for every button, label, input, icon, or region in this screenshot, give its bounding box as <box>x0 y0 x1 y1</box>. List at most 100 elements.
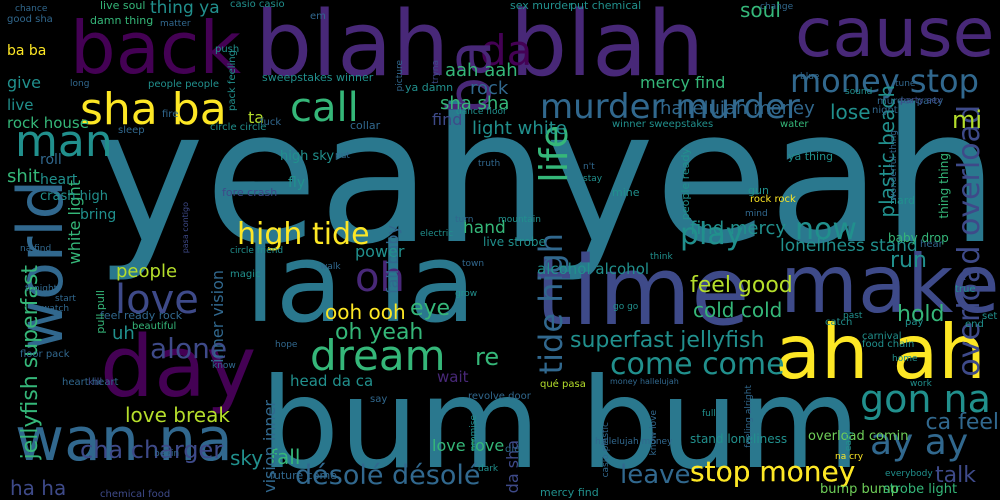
word-walk: walk <box>320 262 341 272</box>
word-lose: lose <box>830 100 871 124</box>
word-find: find <box>432 110 463 129</box>
word-overload-comin: overload comin <box>808 429 909 444</box>
word-ca-feel: ca feel <box>925 410 1000 435</box>
word-rock: rock <box>470 78 509 99</box>
word-people-people: people people <box>148 79 219 90</box>
word-floor-pack: floor pack <box>20 349 70 360</box>
word-change: change <box>760 2 794 12</box>
word-sound: sound <box>845 87 873 97</box>
word-roll: roll <box>40 152 62 168</box>
word-mi: mi <box>952 106 983 134</box>
word-thing-ya: thing ya <box>150 0 220 18</box>
word-tryna: tryna <box>431 60 441 84</box>
word-carnival: carnival <box>862 331 902 342</box>
word-mine: mine <box>612 186 640 199</box>
word-love: love <box>115 277 199 323</box>
word-party-sex: party sex <box>900 96 943 106</box>
word-promise: promise <box>469 415 479 452</box>
word-hallelujah-money: hallelujah money <box>595 437 673 447</box>
word-hold: hold <box>897 302 945 327</box>
word-dance-floor: dance floor <box>456 107 507 117</box>
word-stand-loneliness: stand loneliness <box>690 432 788 446</box>
word-food-chain: food chain <box>862 339 915 350</box>
word-rock-rock: rock rock <box>750 194 796 205</box>
word-easy: easy <box>844 430 854 452</box>
word-alone: alone <box>150 332 228 365</box>
word-head-da-ca: head da ca <box>290 372 374 390</box>
word-night: night <box>872 105 898 116</box>
word-know: know <box>212 361 236 371</box>
word-talk: talk <box>935 463 976 488</box>
word-turn: turn <box>455 215 474 225</box>
word-power: power <box>355 242 405 261</box>
word-know-love: know love <box>649 410 659 456</box>
word-play: play <box>680 217 744 252</box>
word-revolve-door: revolve door <box>468 391 531 402</box>
word-high-sky: high sky <box>280 149 335 164</box>
word-heart-heart: heart heart <box>62 377 119 388</box>
word-put-chemical: put chemical <box>570 0 642 12</box>
word-tonight: tonight <box>25 284 58 294</box>
word-die: die <box>505 444 521 455</box>
word-pack-feeling: pack feeling <box>227 50 238 112</box>
word-live-soul: live soul <box>100 0 146 12</box>
word-chemical-food: chemical food <box>100 489 171 500</box>
word-fire: fire <box>162 109 179 120</box>
word-people-ready: people ready <box>679 148 692 221</box>
word-good-sha: good sha <box>7 14 53 25</box>
word-wait: wait <box>437 368 469 386</box>
word-ha-ha: ha ha <box>10 476 67 500</box>
word-live-strobe: live strobe <box>483 235 546 249</box>
word-ah-ah: ah ah <box>775 308 986 396</box>
word-na-cry: na cry <box>835 452 864 462</box>
word-qu-pasa: qué pasa <box>540 379 586 390</box>
word-hope: hope <box>275 340 298 350</box>
word-winner-sweepstakes: winner sweepstakes <box>612 119 714 130</box>
word-pull-pull: pull pull <box>94 290 107 334</box>
word-murder-party: murder party <box>877 96 944 107</box>
word-everybody: everybody <box>885 469 933 479</box>
word-sky: sky <box>230 446 264 470</box>
word-day: day <box>100 318 257 417</box>
word-bum-bum: bum bum <box>260 352 861 497</box>
word-blah: blah <box>255 0 450 97</box>
word-full: full <box>702 409 716 419</box>
word-say: say <box>370 394 388 405</box>
word-strobe-light: strobe light <box>883 482 958 497</box>
word-rock-house: rock house <box>7 114 89 132</box>
word-alcohol-alcohol: alcohol alcohol <box>537 260 650 278</box>
word-water: water <box>780 119 809 130</box>
word-dark: dark <box>478 464 499 474</box>
word-back: back <box>70 6 242 90</box>
word-town: town <box>462 259 485 269</box>
word-picture: picture <box>395 60 405 92</box>
word-feel-ready-rock: feel ready rock <box>100 309 183 322</box>
word-run: run <box>890 248 927 273</box>
word-set: set <box>982 311 998 322</box>
word-blah: blah <box>510 0 705 97</box>
word-feeling-alright: feeling alright <box>744 385 754 448</box>
word-ba-ba: ba ba <box>7 43 47 59</box>
word-give: give <box>7 73 41 92</box>
word-fore-crash: fore crash <box>222 186 278 199</box>
word-true: true <box>955 284 976 295</box>
word-da: da <box>480 26 533 75</box>
word-oh: oh <box>355 255 405 301</box>
word-jellyfish-superfast: jellyfish superfast <box>18 265 43 460</box>
word-hear: hear <box>920 239 943 250</box>
word-superfast-jellyfish: superfast jellyfish <box>570 328 765 353</box>
word-soul: soul <box>740 0 781 22</box>
word-pay: pay <box>905 317 924 328</box>
word-shit: shit <box>7 166 40 187</box>
word-mercy-find: mercy find <box>640 73 726 92</box>
word-cha-charger: cha charger <box>80 436 224 464</box>
word-casio-plastic: casio plastic <box>601 422 611 478</box>
word-em: em <box>310 11 326 22</box>
word-man: man <box>15 116 113 167</box>
word-long: long <box>70 79 90 89</box>
word-sweepstakes-winner: sweepstakes winner <box>262 71 374 84</box>
word-ya-damn: ya damn <box>405 81 454 94</box>
word-home: home <box>892 354 918 364</box>
word-end: end <box>965 319 984 330</box>
